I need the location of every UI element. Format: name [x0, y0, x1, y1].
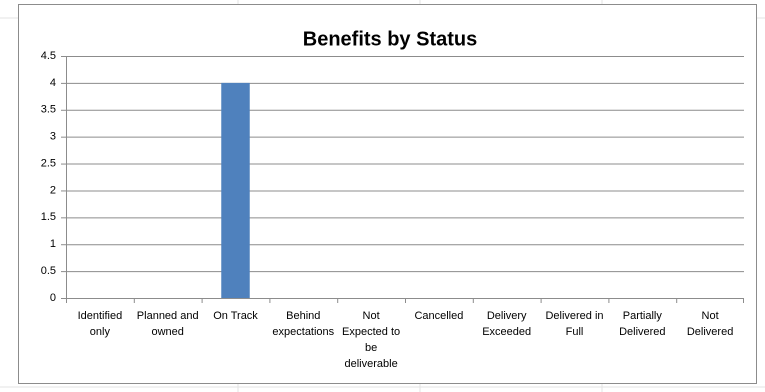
y-tick-label: 0	[50, 292, 56, 304]
x-tick-label: Partially Delivered	[619, 310, 665, 338]
x-tick-label: Identified only	[78, 310, 123, 338]
y-tick-label: 1.5	[41, 211, 56, 223]
y-tick-label: 1	[50, 238, 56, 250]
x-tick-label: Behind expectations	[272, 310, 334, 338]
y-tick-label: 3	[50, 131, 56, 143]
x-tick-label: Cancelled	[414, 310, 463, 322]
x-tick-label: Delivered in Full	[545, 310, 603, 338]
bar	[221, 82, 250, 298]
y-tick-label: 2	[50, 184, 56, 196]
y-tick-label: 4	[50, 77, 56, 89]
x-tick-label: Planned and owned	[137, 310, 199, 338]
x-tick-label: Not Delivered	[687, 310, 733, 338]
y-tick-label: 0.5	[41, 265, 56, 277]
x-tick-label: On Track	[213, 310, 258, 322]
chart-title: Benefits by Status	[303, 28, 477, 50]
x-tick-label: Not Expected to be deliverable	[342, 310, 400, 370]
y-tick-label: 2.5	[41, 157, 56, 169]
x-tick-label: Delivery Exceeded	[482, 310, 531, 338]
y-tick-label: 4.5	[41, 50, 56, 62]
chart-area	[18, 4, 757, 384]
y-tick-label: 3.5	[41, 104, 56, 116]
